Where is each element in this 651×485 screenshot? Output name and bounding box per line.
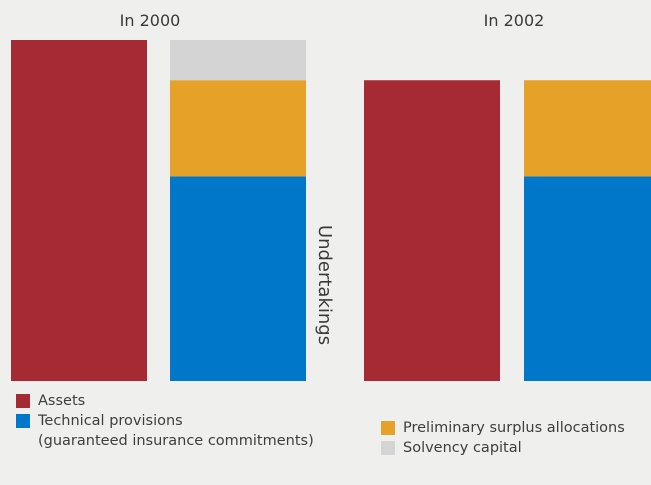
legend-item-preliminary-surplus-allocations: Preliminary surplus allocations [381,418,625,438]
legend-right: Preliminary surplus allocations Solvency… [381,418,625,458]
bar-segment-in-2000-preliminary-surplus-allocations [170,80,306,177]
legend-swatch-preliminary-surplus-allocations [381,421,395,435]
legend-label-assets: Assets [38,393,86,409]
bar-segment-in-2002-preliminary-surplus-allocations [524,80,651,177]
bar-segment-in-2002-assets [364,80,500,381]
bar-segment-in-2000-solvency-capital [170,40,306,81]
group-title-in-2000: In 2000 [120,11,181,30]
legend-item-assets: Assets [16,391,314,411]
legend-label-technical-provisions: Technical provisions [38,413,183,429]
legend-swatch-solvency-capital [381,441,395,455]
legend-swatch-assets [16,394,30,408]
bar-segment-in-2002-technical-provisions [524,176,651,381]
legend-label-preliminary-surplus-allocations: Preliminary surplus allocations [403,420,625,436]
legend-label-solvency-capital: Solvency capital [403,440,522,456]
legend-swatch-technical-provisions [16,414,30,428]
legend-item-technical-provisions: Technical provisions (guaranteed insuran… [16,411,314,451]
legend-label-technical-provisions-sub: (guaranteed insurance commitments) [38,433,314,449]
bar-segment-in-2000-technical-provisions [170,176,306,381]
group-title-in-2002: In 2002 [484,11,545,30]
undertakings-label: Undertakings [314,225,335,345]
bar-segment-in-2000-assets [11,40,147,381]
legend-left: Assets Technical provisions (guaranteed … [16,391,314,451]
legend-item-solvency-capital: Solvency capital [381,438,625,458]
